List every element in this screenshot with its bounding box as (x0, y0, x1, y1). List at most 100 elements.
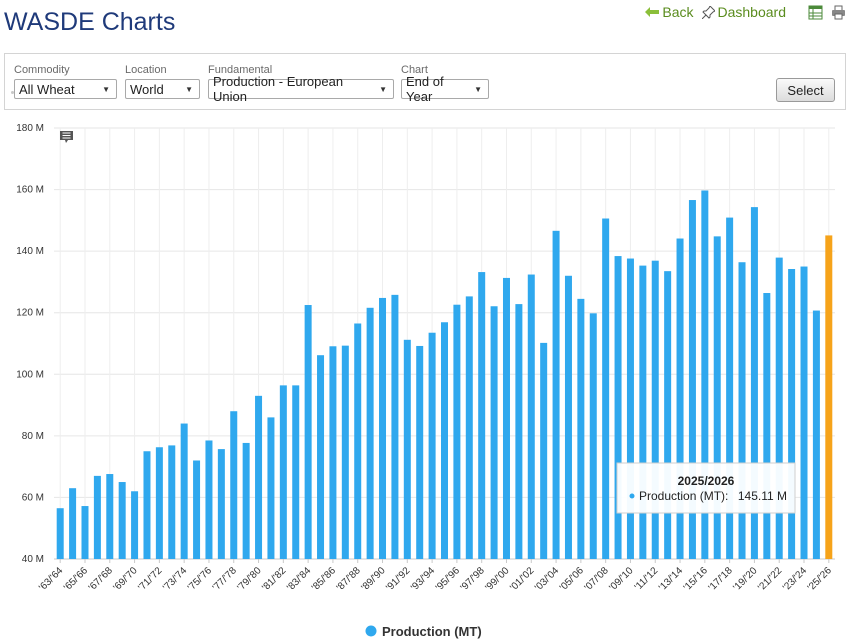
bar[interactable] (763, 293, 771, 559)
top-links: Back Dashboard (645, 4, 846, 20)
bar[interactable] (242, 442, 250, 559)
bar[interactable] (180, 423, 188, 559)
commodity-filter: Commodity All Wheat ▼ (14, 64, 117, 99)
bar[interactable] (664, 271, 672, 559)
dashboard-link[interactable]: Dashboard (701, 4, 786, 20)
bar[interactable] (602, 218, 610, 559)
commodity-value: All Wheat (19, 81, 75, 97)
bar[interactable] (292, 385, 300, 559)
bar[interactable] (366, 307, 374, 559)
bar[interactable] (69, 488, 77, 559)
x-tick-label: '89/'90 (359, 565, 387, 593)
bar[interactable] (403, 339, 411, 559)
bar[interactable] (639, 265, 647, 559)
bar[interactable] (577, 298, 585, 559)
x-tick-label: '73/'74 (161, 565, 189, 593)
bar[interactable] (788, 268, 796, 559)
bar[interactable] (775, 257, 783, 559)
bar[interactable] (193, 460, 201, 559)
bar[interactable] (540, 342, 548, 559)
x-tick-label: '15/'16 (682, 565, 710, 593)
bar[interactable] (750, 207, 758, 559)
caret-down-icon: ▼ (185, 84, 193, 94)
fundamental-filter: Fundamental Production - European Union ▼ (208, 64, 394, 104)
page-title: WASDE Charts (4, 8, 176, 36)
bar[interactable] (217, 449, 225, 559)
bar[interactable] (465, 296, 473, 559)
commodity-select[interactable]: All Wheat ▼ (14, 79, 117, 99)
bar[interactable] (564, 275, 572, 559)
x-tick-label: '25/'26 (806, 565, 834, 593)
bar[interactable] (341, 345, 349, 559)
fundamental-value: Production - European Union (213, 74, 344, 104)
bar[interactable] (552, 230, 560, 559)
bar[interactable] (800, 266, 808, 559)
bar[interactable] (267, 417, 275, 559)
bar[interactable] (688, 200, 696, 559)
bar[interactable] (118, 482, 126, 559)
x-tick-label: '17/'18 (707, 565, 735, 593)
bar[interactable] (701, 190, 709, 559)
bar[interactable] (56, 508, 64, 559)
bar[interactable] (676, 238, 684, 559)
x-tick-label: '91/'92 (384, 565, 412, 593)
bar[interactable] (168, 445, 176, 559)
bar[interactable] (304, 305, 312, 559)
bar[interactable] (379, 297, 387, 559)
bar[interactable] (453, 304, 461, 559)
tooltip-title: 2025/2026 (678, 474, 735, 488)
bar[interactable] (812, 310, 820, 559)
excel-export-icon[interactable] (808, 5, 823, 20)
chart-select[interactable]: End of Year ▼ (401, 74, 489, 104)
bar[interactable] (589, 313, 597, 559)
back-link[interactable]: Back (645, 4, 694, 20)
bar[interactable] (354, 323, 362, 559)
select-button[interactable]: Select (776, 78, 835, 102)
print-icon[interactable] (831, 5, 846, 20)
fundamental-select[interactable]: Production - European Union ▼ (208, 74, 394, 104)
x-tick-label: '63/'64 (37, 565, 65, 593)
location-select[interactable]: World ▼ (125, 79, 200, 99)
bar[interactable] (726, 217, 734, 559)
bar[interactable] (93, 475, 101, 559)
x-tick-label: '07/'08 (583, 565, 611, 593)
bar[interactable] (279, 385, 287, 559)
bar[interactable] (106, 474, 114, 559)
bar[interactable] (626, 258, 634, 559)
bar[interactable] (527, 274, 535, 559)
bar[interactable] (317, 355, 325, 559)
bar[interactable] (230, 411, 238, 559)
caret-down-icon: ▼ (474, 84, 482, 94)
bar[interactable] (651, 260, 659, 559)
x-tick-label: '97/'98 (459, 565, 487, 593)
bar[interactable] (155, 447, 163, 559)
bar[interactable] (441, 322, 448, 559)
bar[interactable] (502, 277, 510, 559)
bar[interactable] (478, 272, 486, 559)
bar[interactable] (131, 491, 139, 559)
bar-highlighted[interactable] (825, 235, 833, 559)
bar[interactable] (81, 506, 89, 559)
y-tick-label: 40 M (22, 554, 44, 565)
bar[interactable] (614, 256, 622, 559)
y-tick-label: 80 M (22, 431, 44, 442)
bar[interactable] (255, 395, 263, 559)
bar[interactable] (416, 345, 424, 559)
bar[interactable] (391, 294, 399, 559)
bar[interactable] (490, 306, 498, 559)
bar[interactable] (515, 304, 523, 559)
annotation-icon[interactable] (60, 131, 73, 143)
bar[interactable] (428, 332, 436, 559)
bar[interactable] (713, 236, 721, 559)
caret-down-icon: ▼ (102, 84, 110, 94)
bar[interactable] (329, 346, 337, 559)
x-tick-label: '81/'82 (260, 565, 288, 593)
legend-marker[interactable] (365, 625, 377, 637)
bar[interactable] (205, 440, 213, 559)
bar[interactable] (738, 262, 746, 559)
x-tick-label: '99/'00 (483, 565, 511, 593)
x-tick-label: '87/'88 (335, 565, 363, 593)
legend-label[interactable]: Production (MT) (382, 624, 482, 639)
bar[interactable] (143, 451, 151, 559)
